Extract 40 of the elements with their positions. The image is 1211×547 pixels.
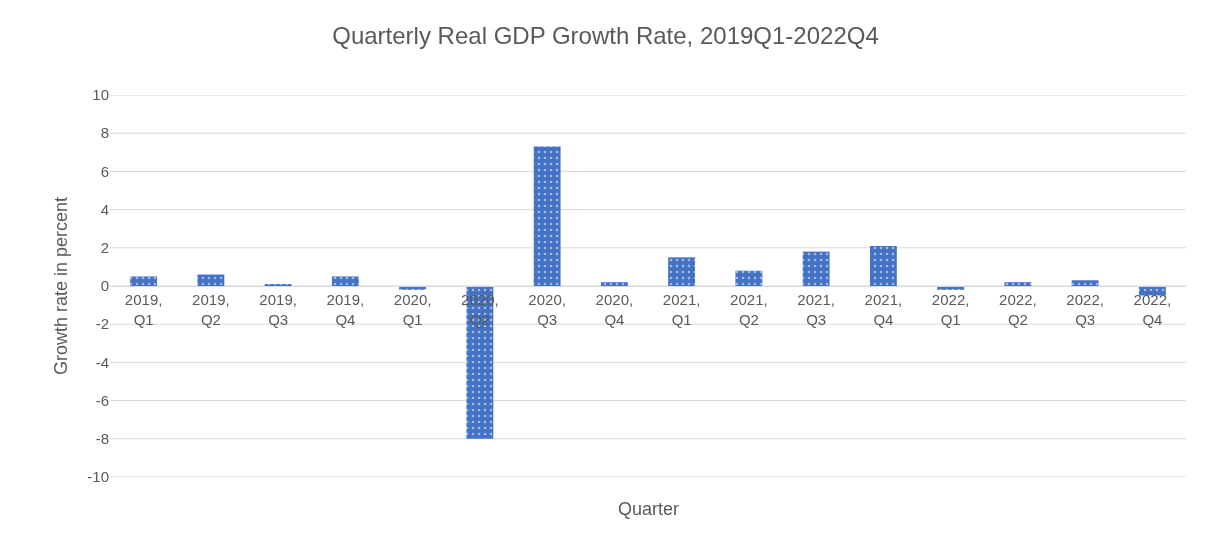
x-tick-label: 2020, Q3 bbox=[528, 291, 566, 328]
bar bbox=[600, 282, 628, 286]
y-tick-label: -10 bbox=[87, 468, 109, 486]
x-tick-label: 2021, Q2 bbox=[730, 291, 768, 328]
bar bbox=[735, 270, 763, 286]
x-axis-title: Quarter bbox=[618, 499, 680, 519]
bar bbox=[197, 274, 225, 286]
x-tick-label: 2019, Q4 bbox=[326, 291, 365, 328]
x-tick-label: 2022, Q2 bbox=[999, 291, 1037, 328]
y-tick-label: 2 bbox=[100, 239, 109, 257]
y-tick-label: 10 bbox=[92, 86, 109, 104]
y-tick-label: -6 bbox=[95, 391, 109, 409]
y-tick-label: 0 bbox=[100, 277, 109, 295]
y-tick-label: 8 bbox=[100, 124, 109, 142]
x-tick-label: 2019, Q3 bbox=[259, 291, 297, 328]
bar bbox=[130, 276, 158, 286]
bar bbox=[802, 251, 830, 286]
x-tick-label: 2021, Q4 bbox=[864, 291, 903, 328]
bar bbox=[869, 245, 897, 286]
x-tick-label: 2022, Q3 bbox=[1066, 291, 1104, 328]
bar bbox=[533, 146, 561, 286]
chart-title: Quarterly Real GDP Growth Rate, 2019Q1-2022Q4 bbox=[332, 22, 879, 50]
bar bbox=[668, 257, 696, 286]
x-tick-label: 2021, Q3 bbox=[797, 291, 835, 328]
y-tick-label: -4 bbox=[95, 353, 109, 371]
x-tick-label: 2020, Q1 bbox=[393, 291, 432, 328]
x-tick-label: 2019, Q2 bbox=[192, 291, 230, 328]
y-tick-label: -8 bbox=[95, 430, 109, 448]
y-axis-title: Growth rate in percent bbox=[50, 196, 71, 376]
y-tick-label: -2 bbox=[95, 315, 109, 333]
bar bbox=[331, 276, 359, 286]
bar bbox=[1071, 280, 1099, 286]
x-tick-label: 2021, Q1 bbox=[662, 291, 701, 328]
x-tick-label: 2019, Q1 bbox=[124, 291, 163, 328]
x-tick-label: 2020, Q4 bbox=[595, 291, 634, 328]
x-tick-label: 2022, Q1 bbox=[931, 291, 970, 328]
y-tick-label: 6 bbox=[100, 162, 109, 180]
x-tick-label: 2022, Q4 bbox=[1133, 291, 1172, 328]
y-tick-label: 4 bbox=[100, 200, 109, 218]
bar bbox=[1004, 282, 1032, 286]
